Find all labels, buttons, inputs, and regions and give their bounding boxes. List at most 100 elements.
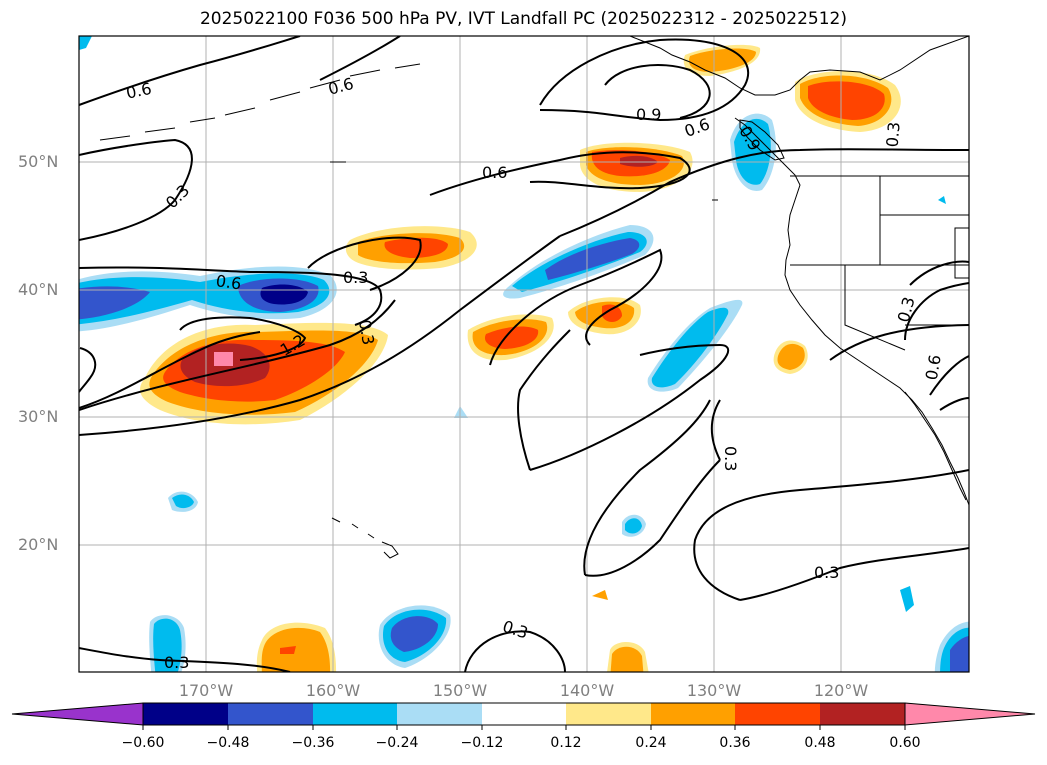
- pv-contour-label: 0.3: [721, 446, 740, 471]
- pv-contour-line: [79, 347, 97, 393]
- pc-blob-positive: [484, 326, 539, 349]
- colorbar-tick-label: 0.24: [635, 735, 667, 751]
- pc-blob-negative: [625, 518, 642, 534]
- colorbar-tick-label: 0.36: [719, 735, 751, 751]
- pc-blob-negative: [950, 635, 969, 672]
- pc-blob-positive: [602, 304, 622, 322]
- pc-blob-positive: [384, 237, 448, 258]
- lon-label: 160°W: [305, 681, 361, 700]
- colorbar-segment: [397, 703, 482, 725]
- pc-blob-positive: [592, 590, 608, 600]
- lon-label: 130°W: [686, 681, 742, 700]
- pv-contour-line: [929, 355, 969, 396]
- colorbar-frame: [142, 702, 906, 726]
- pc-blob-positive: [620, 155, 658, 167]
- pc-blob-positive: [214, 352, 233, 366]
- alaska-islands: [99, 63, 421, 141]
- colorbar-tick-label: −0.48: [206, 735, 250, 751]
- pv-contour-line: [79, 266, 383, 326]
- pv-contour-label: 0.9: [636, 105, 661, 124]
- pv-contour-line: [584, 459, 721, 577]
- hawaii-islands: [331, 517, 399, 559]
- lon-label: 120°W: [813, 681, 869, 700]
- pc-blob-negative: [938, 196, 946, 204]
- pv-contour-line: [904, 282, 969, 341]
- colorbar: [11, 702, 1036, 730]
- pv-contour-line: [79, 331, 261, 409]
- colorbar-segment: [820, 703, 905, 725]
- map-title: 2025022100 F036 500 hPa PV, IVT Landfall…: [199, 9, 847, 29]
- pc-blob-negative: [734, 118, 771, 185]
- colorbar-segment: [735, 703, 820, 725]
- vancouver-island: [739, 119, 785, 161]
- lat-label: 40°N: [18, 280, 59, 299]
- colorbar-extend-min: [11, 702, 144, 726]
- lon-label: 150°W: [432, 681, 488, 700]
- colorbar-segment: [482, 703, 566, 725]
- colorbar-tick-label: 0.60: [889, 735, 921, 751]
- pv-contour-label: 0.6: [922, 353, 945, 381]
- pc-blob-positive: [610, 646, 644, 672]
- lon-label: 140°W: [559, 681, 615, 700]
- pv-contour-line: [179, 316, 307, 361]
- pv-contour-line: [517, 329, 571, 471]
- pv-contour-label: 0.3: [814, 563, 839, 582]
- pv-contour-line: [79, 138, 193, 241]
- pv-contour-line: [429, 151, 691, 196]
- pv-contour-line: [604, 64, 711, 119]
- lat-label: 50°N: [18, 152, 59, 171]
- pc-blob-negative: [79, 286, 150, 320]
- pv-contour-line: [489, 248, 663, 366]
- colorbar-extend-max: [904, 702, 1036, 726]
- pc-blob-negative: [545, 238, 640, 280]
- pv-contour-line: [319, 36, 401, 81]
- pv-contour-line: [529, 343, 730, 471]
- pv-contour-label: 0.6: [482, 163, 507, 182]
- north-america-coast: [734, 117, 969, 506]
- pv-contour-line: [559, 148, 969, 237]
- lat-label: 20°N: [18, 535, 59, 554]
- lat-label: 30°N: [18, 407, 59, 426]
- lon-label: 170°W: [178, 681, 234, 700]
- pv-contour-label: 0.3: [883, 121, 904, 148]
- pv-contour-line: [829, 324, 969, 361]
- pc-blob-positive: [808, 81, 885, 120]
- pv-contour-line: [710, 399, 721, 461]
- pv-contour-label: 0.3: [164, 653, 189, 672]
- pc-blob-negative: [172, 494, 194, 509]
- map-plot-area: 0.6 0.6 0.3 0.6 0.9 0.6 0.3 0.6 0.3 1.2 …: [79, 36, 969, 672]
- north-america-coast: [629, 36, 969, 96]
- pc-blob-negative: [390, 616, 438, 652]
- coastlines: [99, 36, 969, 559]
- map-frame: [78, 35, 970, 673]
- pv-contour-line: [79, 299, 396, 411]
- pc-blob-positive: [777, 343, 805, 370]
- state-borders: [790, 175, 969, 351]
- pv-contour-label: 0.3: [355, 318, 378, 346]
- colorbar-segment: [228, 703, 313, 725]
- pv-contour-label: 0.6: [215, 271, 243, 293]
- colorbar-segment: [566, 703, 651, 725]
- colorbar-segment: [313, 703, 397, 725]
- pv-contour-line: [909, 260, 969, 286]
- pv-contour-line: [739, 547, 969, 601]
- colorbar-tick-label: −0.12: [460, 735, 504, 751]
- pv-contour-line: [79, 36, 301, 106]
- colorbar-tick-label: −0.24: [375, 735, 419, 751]
- pc-blob-negative: [153, 618, 182, 672]
- pv-contour-line: [583, 399, 711, 576]
- pc-blob-negative: [651, 307, 729, 388]
- pc-blob-negative: [900, 586, 914, 612]
- pv-contours: [79, 36, 969, 672]
- colorbar-tick-label: −0.36: [291, 735, 335, 751]
- colorbar-tick-label: −0.60: [121, 735, 165, 751]
- colorbar-segment: [143, 703, 228, 725]
- pv-contour-label: 0.3: [343, 268, 368, 287]
- pc-blob-positive: [280, 646, 296, 654]
- pv-contour-label: 0.6: [124, 79, 153, 103]
- colorbar-tick-label: 0.48: [804, 735, 836, 751]
- pc-blob-positive: [261, 627, 331, 672]
- pc-blob-negative: [454, 406, 468, 418]
- pc-blob-negative: [79, 36, 92, 50]
